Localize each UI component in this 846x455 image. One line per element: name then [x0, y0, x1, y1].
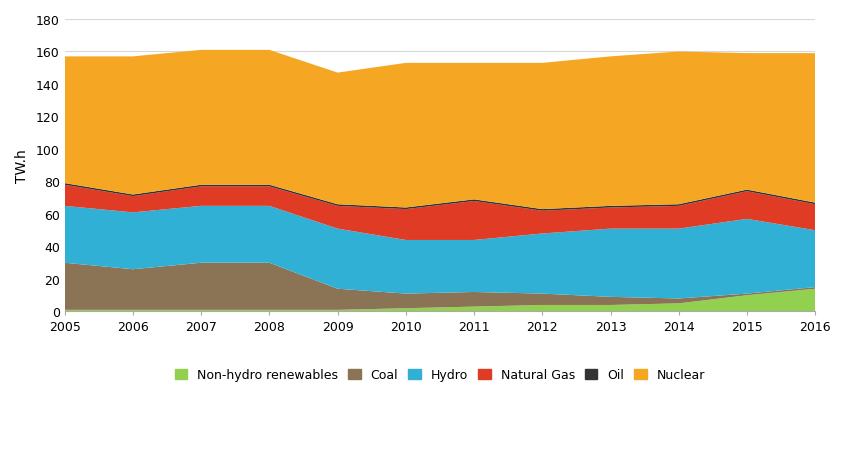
Legend: Non-hydro renewables, Coal, Hydro, Natural Gas, Oil, Nuclear: Non-hydro renewables, Coal, Hydro, Natur… — [171, 365, 709, 385]
Y-axis label: TW.h: TW.h — [15, 149, 29, 183]
